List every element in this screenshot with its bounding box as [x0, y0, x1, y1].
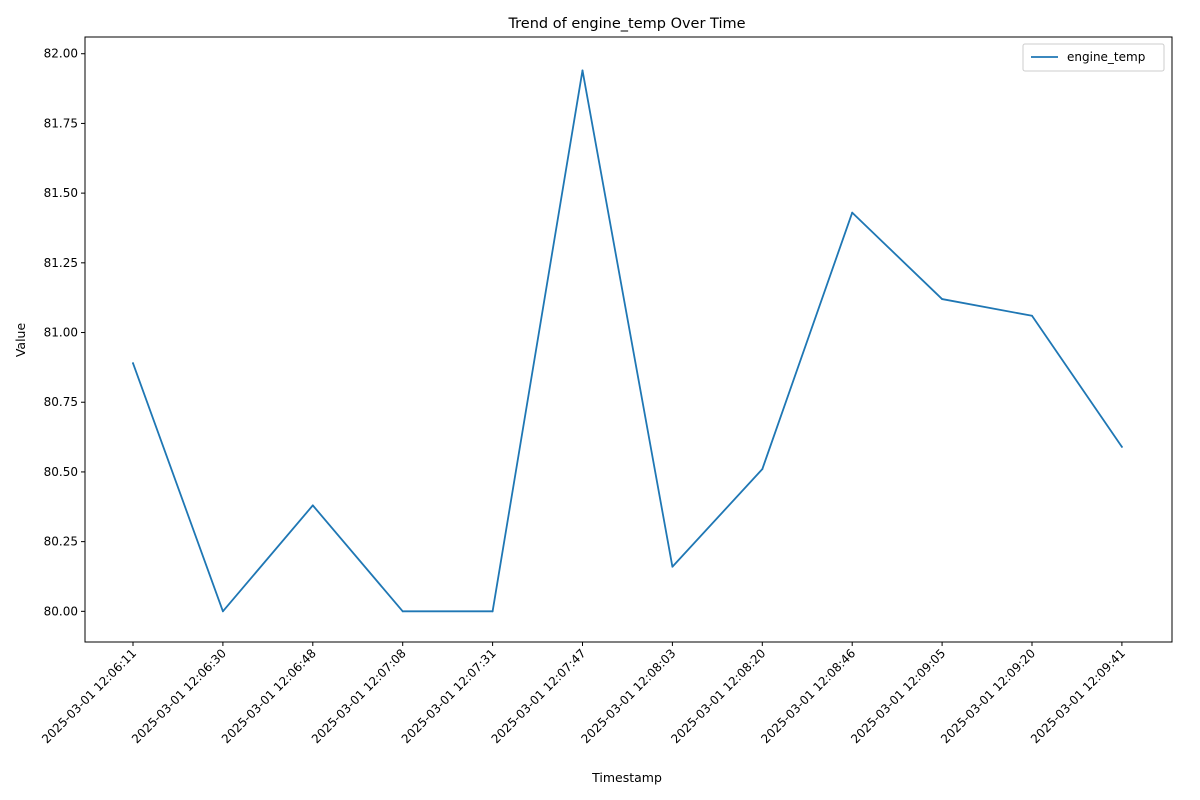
series-line-engine-temp: [132, 69, 1123, 613]
x-axis-label: Timestamp: [591, 770, 662, 785]
data-point: [1031, 314, 1033, 317]
data-point: [401, 610, 404, 613]
series-layer: [132, 69, 1123, 613]
data-point: [311, 504, 314, 507]
legend: engine_temp: [1022, 43, 1165, 72]
y-tick-label: 80.75: [44, 395, 78, 409]
y-tick-label: 81.00: [44, 326, 78, 340]
y-tick-label: 80.50: [44, 465, 78, 479]
data-point: [491, 610, 494, 613]
data-point: [222, 610, 224, 613]
y-tick-label: 81.25: [44, 256, 78, 270]
y-axis: 80.00 80.25 80.50 80.75 81.00 81.25 81.50 81.75…: [44, 47, 85, 618]
legend-label-engine-temp: engine_temp: [1067, 50, 1145, 64]
y-tick-label: 82.00: [44, 47, 78, 61]
y-tick-label: 81.50: [44, 186, 78, 200]
data-point: [761, 468, 764, 471]
data-point: [132, 362, 134, 365]
data-point: [851, 211, 854, 214]
legend-frame: [1022, 43, 1165, 72]
data-point: [1121, 445, 1123, 448]
y-tick-label: 81.75: [44, 116, 78, 130]
plot-area: [84, 36, 1173, 643]
y-axis-label: Value: [13, 323, 28, 358]
plot-frame: [84, 36, 1173, 643]
data-point: [941, 298, 943, 300]
data-point: [671, 565, 674, 568]
y-tick-label: 80.25: [44, 535, 78, 549]
data-point: [581, 69, 584, 72]
y-tick-label: 80.00: [44, 604, 78, 618]
chart-title: Trend of engine_temp Over Time: [507, 16, 745, 32]
